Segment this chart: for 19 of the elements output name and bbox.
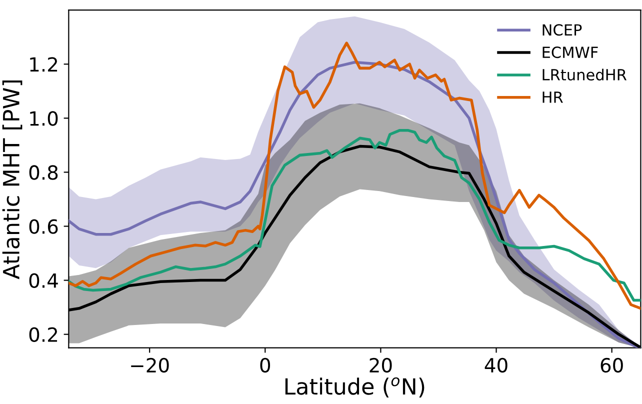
y-tick-label: 1.0 [30, 111, 58, 126]
legend-label: HR [542, 92, 563, 103]
y-tick-label: 0.4 [29, 273, 58, 288]
line-series [68, 128, 641, 302]
x-tick-label: 60 [600, 358, 623, 373]
x-axis-title: Latitude ($^{o}$N) [285, 377, 424, 398]
y-tick-label: 0.6 [29, 219, 58, 234]
y-tick-label: 0.2 [29, 327, 58, 342]
y-tick-label: 1.2 [30, 57, 58, 72]
legend-label: ECMWF [542, 46, 598, 58]
line-series [68, 42, 641, 310]
y-tick-label: 0.8 [29, 165, 58, 180]
x-tick-label: 40 [484, 358, 508, 373]
x-tick-label: −20 [131, 358, 169, 373]
y-axis-title: Atlantic MHT [PW] [2, 80, 22, 280]
legend-label: NCEP [542, 24, 582, 36]
legend-label: LRtunedHR [542, 68, 627, 81]
x-tick-label: 0 [260, 358, 270, 373]
x-tick-label: 20 [370, 358, 392, 373]
